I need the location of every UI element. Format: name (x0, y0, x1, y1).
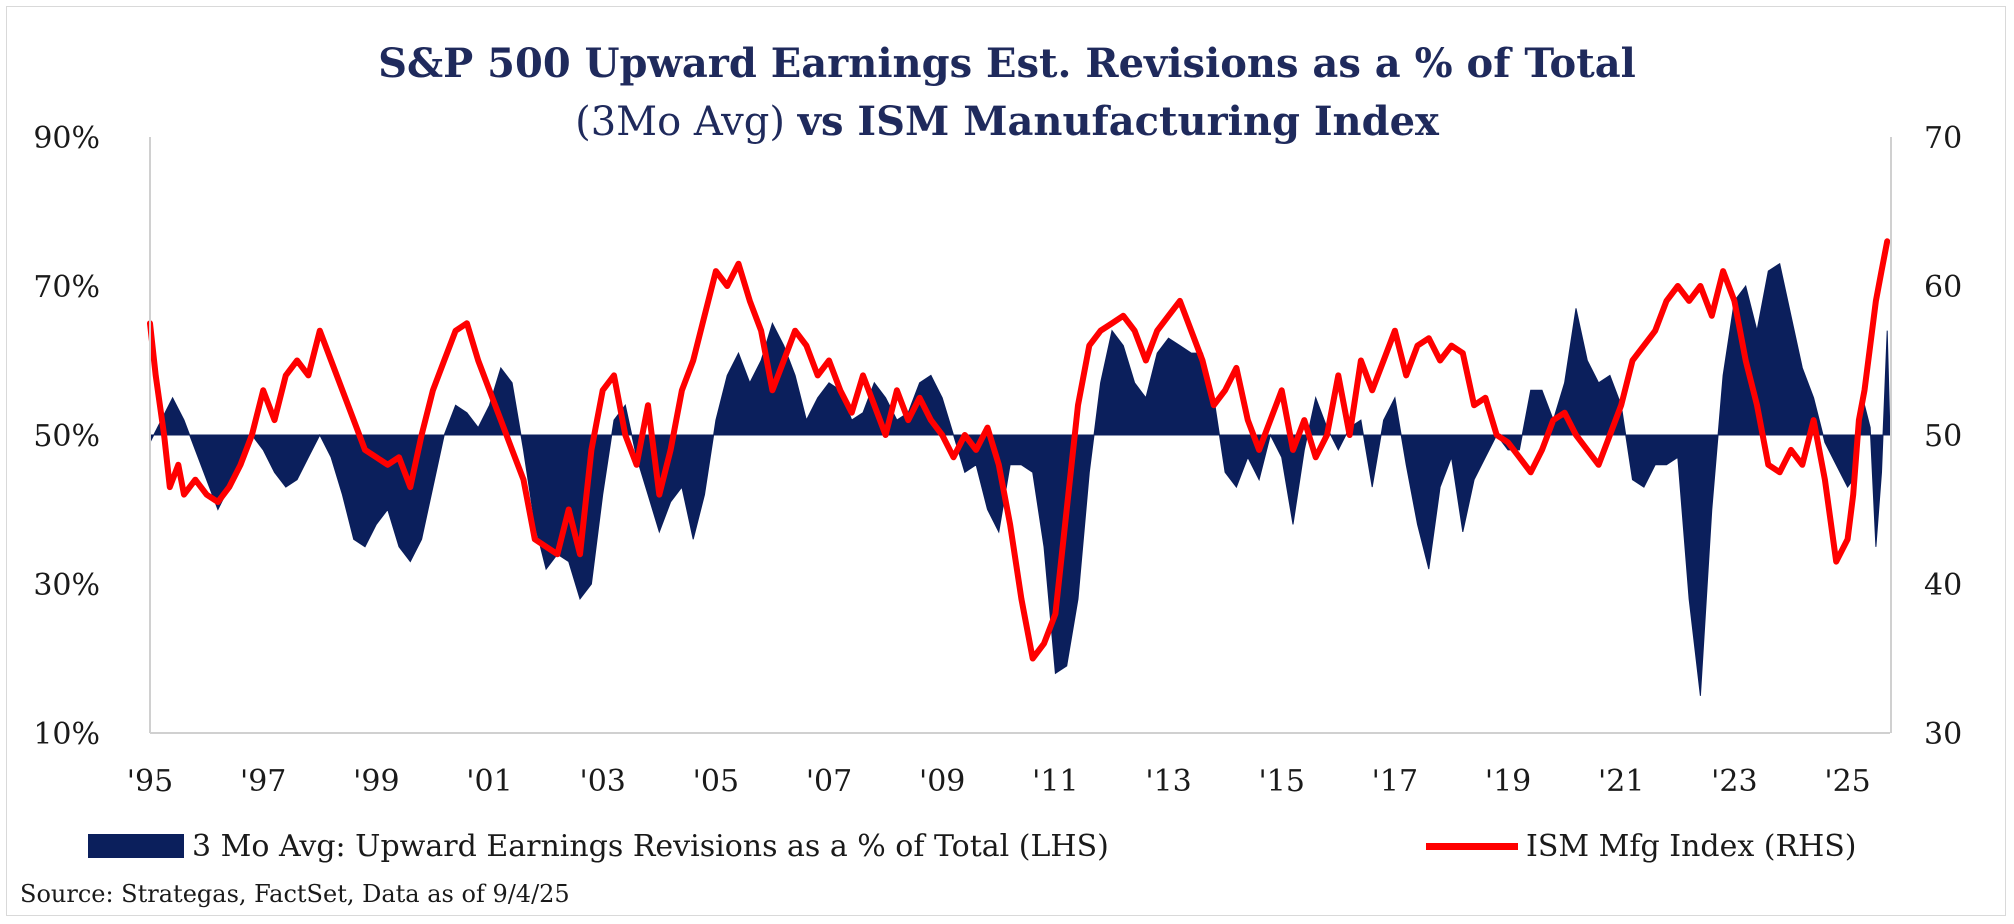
chart-title: S&P 500 Upward Earnings Est. Revisions a… (378, 40, 1636, 87)
legend-label-area: 3 Mo Avg: Upward Earnings Revisions as a… (192, 828, 1109, 864)
x-tick-label: '09 (919, 764, 965, 799)
y-right-tick-label: 50 (1924, 419, 1962, 454)
legend-item-line: ISM Mfg Index (RHS) (1426, 826, 1857, 866)
y-right-tick-label: 60 (1924, 270, 1962, 305)
source-note: Source: Strategas, FactSet, Data as of 9… (20, 880, 570, 908)
x-tick-label: '21 (1598, 764, 1644, 799)
y-left-tick-label: 30% (33, 568, 100, 603)
legend-swatch-line (1426, 842, 1518, 850)
y-left-tick-label: 10% (33, 717, 100, 752)
area-series-revisions (149, 262, 1891, 696)
x-tick-label: '07 (806, 764, 852, 799)
chart-subtitle: (3Mo Avg) vs ISM Manufacturing Index (0, 98, 2014, 145)
legend-label-line: ISM Mfg Index (RHS) (1526, 828, 1857, 864)
legend-swatch-area (88, 834, 184, 858)
y-left-tick-label: 90% (33, 121, 100, 156)
x-tick-label: '19 (1485, 764, 1531, 799)
area-series-group (149, 262, 1891, 696)
x-tick-label: '23 (1711, 764, 1757, 799)
x-tick-label: '05 (693, 764, 739, 799)
line-series-group (147, 238, 1891, 662)
axes-group: 10% 30% 50% 70% 90% 30 40 50 60 70 '95 '97 '99 '01 '03… (33, 121, 1962, 799)
x-tick-label: '95 (127, 764, 173, 799)
chart-subtitle-bold: vs ISM Manufacturing Index (797, 98, 1439, 145)
x-tick-label: '15 (1258, 764, 1304, 799)
legend-item-area: 3 Mo Avg: Upward Earnings Revisions as a… (88, 826, 1109, 866)
x-tick-label: '25 (1824, 764, 1870, 799)
y-left-tick-label: 70% (33, 270, 100, 305)
x-tick-label: '99 (353, 764, 399, 799)
chart-subtitle-plain: (3Mo Avg) (575, 99, 785, 145)
x-tick-label: '97 (240, 764, 286, 799)
y-right-tick-label: 30 (1924, 717, 1962, 752)
x-tick-label: '11 (1032, 764, 1078, 799)
x-tick-label: '01 (466, 764, 512, 799)
y-left-tick-label: 50% (33, 419, 100, 454)
y-right-tick-label: 70 (1924, 121, 1962, 156)
x-tick-label: '17 (1372, 764, 1418, 799)
x-tick-label: '03 (579, 764, 625, 799)
x-tick-label: '13 (1145, 764, 1191, 799)
y-right-tick-label: 40 (1924, 568, 1962, 603)
chart-frame (6, 6, 2006, 916)
line-series-ism (147, 238, 1891, 662)
